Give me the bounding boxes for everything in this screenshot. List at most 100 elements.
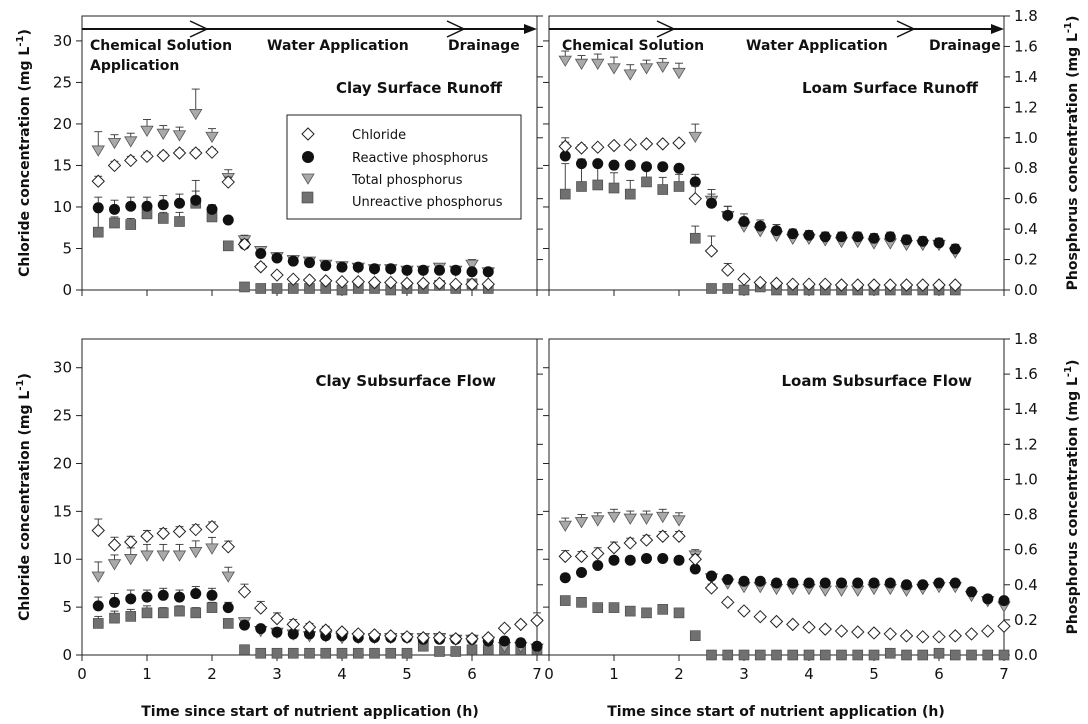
reactive-phosphorus-point xyxy=(771,577,782,589)
reactive-phosphorus-point xyxy=(608,554,620,566)
phase-arrow-clay xyxy=(82,20,537,38)
reactive-phosphorus-point xyxy=(787,577,799,589)
unreactive-phosphorus-point xyxy=(836,649,847,661)
reactive-phosphorus-point xyxy=(222,602,234,614)
reactive-phosphorus-point xyxy=(271,626,283,638)
total-phosphorus-point xyxy=(574,517,589,529)
reactive-phosphorus-point xyxy=(917,579,929,591)
total-phosphorus-point xyxy=(639,513,654,525)
y-tick-label: 15 xyxy=(53,156,72,174)
y2-tick-label: 1.6 xyxy=(1014,365,1038,383)
unreactive-phosphorus-point xyxy=(255,647,267,659)
y-tick-label: 20 xyxy=(53,454,72,472)
phase-arrow-head xyxy=(189,20,209,38)
unreactive-phosphorus-point xyxy=(157,213,169,224)
reactive-phosphorus-point xyxy=(592,559,604,571)
phase-label-chemical-solution: Chemical Solution xyxy=(562,38,704,54)
chloride-point xyxy=(769,614,784,629)
reactive-phosphorus-point xyxy=(754,220,766,232)
legend-marker-total xyxy=(301,173,315,185)
reactive-phosphorus-point xyxy=(706,197,717,209)
chloride-point xyxy=(270,268,284,282)
chloride-point xyxy=(818,622,832,636)
unreactive-phosphorus-point xyxy=(966,649,977,661)
reactive-phosphorus-point xyxy=(222,214,234,226)
unreactive-phosphorus-point xyxy=(624,188,636,200)
y2-tick-label: 0.4 xyxy=(1014,576,1038,594)
chloride-point xyxy=(351,627,365,641)
reactive-phosphorus-point xyxy=(92,202,104,214)
chloride-point xyxy=(721,263,735,277)
reactive-phosphorus-point xyxy=(689,563,701,575)
reactive-phosphorus-point xyxy=(125,200,137,212)
total-phosphorus-point xyxy=(688,131,702,144)
total-phosphorus-point xyxy=(558,55,572,67)
chloride-point xyxy=(384,275,398,290)
chloride-point xyxy=(932,278,946,292)
y2-tick-label: 0.6 xyxy=(1014,541,1038,559)
reactive-phosphorus-point xyxy=(673,554,685,566)
legend-marker-reactive xyxy=(302,151,314,163)
total-phosphorus-point xyxy=(107,559,122,571)
unreactive-phosphorus-point xyxy=(998,649,1010,661)
x-axis-title: Time since start of nutrient application… xyxy=(141,704,479,720)
reactive-phosphorus-point xyxy=(434,264,445,276)
chloride-point xyxy=(851,278,865,292)
reactive-phosphorus-point xyxy=(190,194,202,206)
unreactive-phosphorus-point xyxy=(109,217,120,229)
unreactive-phosphorus-point xyxy=(657,184,669,195)
reactive-phosphorus-point xyxy=(722,574,734,586)
unreactive-phosphorus-point xyxy=(868,649,880,661)
reactive-phosphorus-point xyxy=(206,203,218,215)
reactive-phosphorus-point xyxy=(787,228,799,240)
chloride-point xyxy=(623,536,637,550)
chloride-point xyxy=(172,524,187,539)
total-phosphorus-point xyxy=(465,259,479,271)
unreactive-phosphorus-point xyxy=(787,649,799,661)
unreactive-phosphorus-point xyxy=(576,181,587,192)
reactive-phosphorus-point xyxy=(819,577,831,589)
y2-tick-label: 1.8 xyxy=(1014,330,1038,348)
chloride-point xyxy=(384,629,398,643)
unreactive-phosphorus-point xyxy=(706,649,717,661)
chloride-point xyxy=(997,619,1011,633)
unreactive-phosphorus-point xyxy=(109,612,120,624)
reactive-phosphorus-point xyxy=(689,176,701,188)
chloride-point xyxy=(91,523,105,538)
reactive-phosphorus-point xyxy=(949,577,961,589)
chloride-point xyxy=(530,613,544,628)
reactive-phosphorus-point xyxy=(576,158,587,170)
unreactive-phosphorus-point xyxy=(141,607,153,619)
chloride-point xyxy=(639,137,654,151)
chloride-point xyxy=(319,274,333,288)
total-phosphorus-point xyxy=(591,58,605,70)
unreactive-phosphorus-point xyxy=(852,649,864,661)
unreactive-phosphorus-point xyxy=(271,283,283,294)
chloride-point xyxy=(367,628,382,642)
reactive-phosphorus-point xyxy=(304,257,315,269)
reactive-phosphorus-point xyxy=(982,593,994,605)
reactive-phosphorus-point xyxy=(641,161,652,173)
chloride-point xyxy=(221,175,235,189)
phase-label-water-application: Water Application xyxy=(267,38,409,54)
chloride-point xyxy=(672,136,686,150)
reactive-phosphorus-point xyxy=(255,247,267,259)
reactive-phosphorus-point xyxy=(125,593,137,605)
chloride-point xyxy=(656,137,670,151)
reactive-phosphorus-point xyxy=(417,264,429,276)
reactive-phosphorus-point xyxy=(657,552,669,564)
reactive-phosphorus-point xyxy=(482,266,494,278)
chloride-point xyxy=(883,278,897,292)
reactive-phosphorus-point xyxy=(141,591,153,603)
legend-label-chloride: Chloride xyxy=(352,128,406,143)
reactive-phosphorus-point xyxy=(901,579,912,591)
y2-tick-label: 0.8 xyxy=(1014,159,1038,177)
chloride-point xyxy=(574,141,589,155)
reactive-phosphorus-point xyxy=(515,637,527,649)
unreactive-phosphorus-point xyxy=(641,176,652,188)
chloride-point xyxy=(432,276,447,291)
unreactive-phosphorus-point xyxy=(222,618,234,629)
reactive-phosphorus-point xyxy=(109,203,120,215)
chloride-point xyxy=(254,601,268,615)
